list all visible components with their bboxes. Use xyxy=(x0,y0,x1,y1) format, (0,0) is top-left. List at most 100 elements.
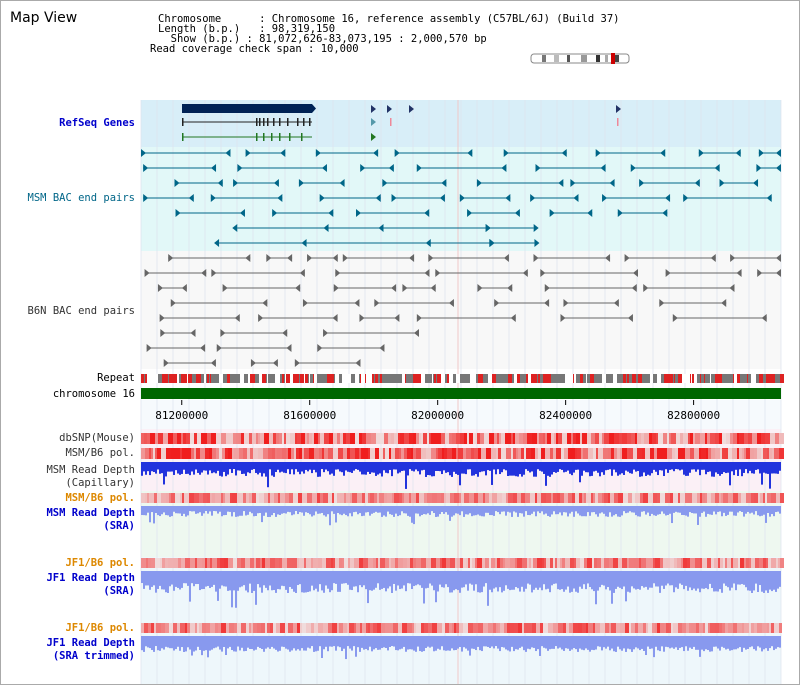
dbsnp-heat-cell xyxy=(260,433,264,444)
jf1-trimmed-depth-bar xyxy=(661,636,663,647)
jf1-sra-depth-bar xyxy=(557,571,559,590)
msm-bac-pair-end xyxy=(272,209,278,217)
msm-b6-pol-heat-cell xyxy=(416,448,421,459)
msm-b6-pol-heat-cell xyxy=(516,448,518,459)
jf1-trimmed-depth-bar xyxy=(499,636,501,652)
jf1-pol-heat-cell xyxy=(228,558,233,568)
jf1-pol2-heat-cell xyxy=(532,623,536,633)
msm-b6-pol-heat-cell xyxy=(471,448,474,459)
track-label-msm-bac[interactable]: MSM BAC end pairs xyxy=(27,192,135,204)
msm-b6-pol2-heat-cell xyxy=(207,493,210,503)
jf1-sra-depth-bar xyxy=(195,571,197,585)
jf1-sra-depth-bar xyxy=(287,571,289,593)
jf1-trimmed-depth-bar xyxy=(623,636,625,649)
b6n-bac-pair-end xyxy=(409,254,415,262)
msm-sra-depth-bar xyxy=(429,506,431,515)
msm-b6-pol2-heat-cell xyxy=(705,493,707,503)
jf1-pol-heat-cell xyxy=(313,558,318,568)
dbsnp-heat-cell xyxy=(409,433,413,444)
page-title: Map View xyxy=(10,10,78,26)
msm-b6-pol2-heat-cell xyxy=(715,493,719,503)
msm-b6-pol-heat-cell xyxy=(728,448,732,459)
repeat-segment xyxy=(756,374,759,383)
msm-sra-depth-bar xyxy=(777,506,779,512)
jf1-trimmed-depth-bar xyxy=(461,636,463,652)
jf1-pol2-heat-cell xyxy=(666,623,669,633)
msm-bac-pair-end xyxy=(319,194,325,202)
msm-b6-pol2-heat-cell xyxy=(564,493,568,503)
msm-sra-depth-bar xyxy=(465,506,467,515)
info-length: Length (b.p.) : 98,319,150 xyxy=(158,23,336,35)
msm-bac-pair-end xyxy=(210,194,216,202)
msm-sra-depth-bar xyxy=(651,506,653,514)
repeat-segment xyxy=(564,374,565,383)
msm-b6-pol2-heat-cell xyxy=(392,493,394,503)
msm-capillary-depth-bar xyxy=(207,462,209,475)
jf1-pol2-heat-cell xyxy=(595,623,600,633)
jf1-pol-heat-cell xyxy=(646,558,650,568)
msm-b6-pol-heat-cell xyxy=(319,448,322,459)
dbsnp-heat-cell xyxy=(244,433,249,444)
msm-capillary-depth-bar xyxy=(649,462,651,476)
msm-capillary-depth-bar xyxy=(661,462,663,471)
msm-capillary-depth-bar xyxy=(329,462,331,475)
msm-b6-pol-heat-cell xyxy=(680,448,685,459)
jf1-trimmed-depth-bar xyxy=(537,636,539,650)
repeat-segment xyxy=(675,374,676,383)
jf1-pol2-heat-cell xyxy=(366,623,368,633)
msm-b6-pol-heat-cell xyxy=(347,448,350,459)
jf1-trimmed-depth-bar xyxy=(635,636,637,648)
jf1-trimmed-depth-bar xyxy=(573,636,575,649)
jf1-pol2-heat-cell xyxy=(141,623,144,633)
jf1-sra-depth-bar xyxy=(357,571,359,593)
repeat-segment xyxy=(206,374,207,383)
repeat-segment xyxy=(642,374,644,383)
dbsnp-heat-cell xyxy=(183,433,186,444)
jf1-sra-depth-bar xyxy=(461,571,463,588)
b6n-bac-pair-end xyxy=(294,359,300,367)
msm-sra-depth-bar xyxy=(737,506,739,513)
jf1-pol2-heat-cell xyxy=(616,623,620,633)
jf1-trimmed-depth-bar xyxy=(313,636,315,652)
jf1-pol2-heat-cell xyxy=(558,623,563,633)
track-label-refseq[interactable]: RefSeq Genes xyxy=(59,117,135,129)
jf1-trimmed-depth-bar xyxy=(393,636,395,647)
jf1-sra-depth-bar xyxy=(161,571,163,590)
jf1-pol-heat-cell xyxy=(527,558,529,568)
jf1-sra-depth-bar xyxy=(741,571,743,585)
b6n-bac-pair-end xyxy=(627,314,633,322)
repeat-segment xyxy=(255,374,259,383)
repeat-segment xyxy=(234,374,237,383)
jf1-pol2-heat-cell xyxy=(652,623,655,633)
dbsnp-heat-cell xyxy=(211,433,216,444)
msm-b6-pol-heat-cell xyxy=(216,448,219,459)
refseq-exon xyxy=(256,133,258,141)
jf1-sra-depth-bar xyxy=(521,571,523,587)
refseq-gene-arrow xyxy=(371,105,376,113)
jf1-sra-depth-bar xyxy=(543,571,545,585)
jf1-pol-heat-cell xyxy=(217,558,220,568)
dbsnp-heat-cell xyxy=(421,433,423,444)
msm-b6-pol2-heat-cell xyxy=(145,493,147,503)
jf1-pol-heat-cell xyxy=(609,558,613,568)
jf1-sra-depth-bar xyxy=(497,571,499,592)
jf1-pol2-heat-cell xyxy=(728,623,733,633)
msm-capillary-depth-bar xyxy=(645,462,647,476)
dbsnp-heat-cell xyxy=(279,433,282,444)
track-label-b6n-bac[interactable]: B6N BAC end pairs xyxy=(27,305,135,317)
msm-bac-pair-end xyxy=(535,164,541,172)
track-label-dbsnp: dbSNP(Mouse) xyxy=(59,432,135,444)
msm-capillary-depth-bar xyxy=(777,462,779,474)
jf1-pol-heat-cell xyxy=(733,558,738,568)
jf1-sra-depth-bar xyxy=(567,571,569,587)
msm-sra-depth-bar xyxy=(295,506,297,512)
msm-sra-depth-bar xyxy=(663,506,665,514)
dbsnp-heat-cell xyxy=(671,433,676,444)
msm-b6-pol-heat-cell xyxy=(531,448,535,459)
jf1-pol-heat-cell xyxy=(576,558,580,568)
msm-capillary-depth-bar xyxy=(469,462,471,470)
dbsnp-heat-cell xyxy=(252,433,256,444)
jf1-sra-depth-bar xyxy=(705,571,707,589)
jf1-sra-depth-bar xyxy=(591,571,593,590)
